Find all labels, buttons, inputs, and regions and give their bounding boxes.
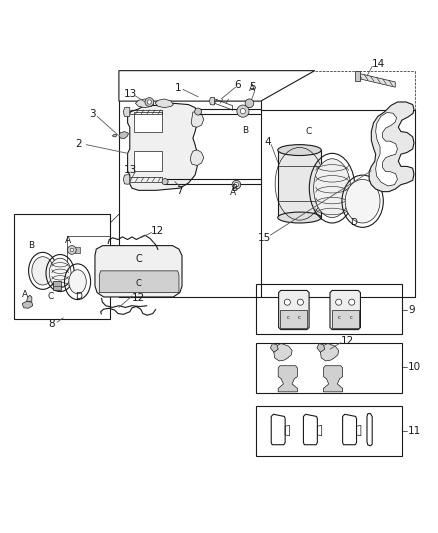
Polygon shape — [22, 301, 33, 308]
Text: 9: 9 — [408, 305, 415, 315]
Text: 11: 11 — [407, 426, 420, 436]
Polygon shape — [323, 366, 343, 392]
Ellipse shape — [278, 144, 321, 156]
Polygon shape — [113, 135, 117, 137]
Circle shape — [232, 180, 241, 189]
Circle shape — [284, 299, 290, 305]
Text: 15: 15 — [258, 233, 271, 243]
Text: A: A — [249, 84, 255, 93]
Polygon shape — [190, 150, 204, 166]
Polygon shape — [274, 344, 292, 361]
Circle shape — [194, 108, 201, 115]
Polygon shape — [278, 366, 297, 392]
Bar — [256, 406, 402, 456]
Bar — [134, 112, 162, 132]
Text: 14: 14 — [372, 59, 385, 69]
Bar — [134, 151, 162, 171]
Text: C: C — [47, 292, 53, 301]
Text: 3: 3 — [89, 109, 96, 119]
Polygon shape — [119, 132, 128, 139]
Text: C: C — [135, 279, 141, 288]
Polygon shape — [270, 344, 278, 352]
Ellipse shape — [278, 212, 321, 223]
Text: 6: 6 — [234, 79, 240, 90]
Text: c: c — [350, 316, 353, 320]
Circle shape — [70, 248, 74, 252]
Text: 10: 10 — [407, 362, 420, 373]
Polygon shape — [369, 102, 414, 192]
Text: 12: 12 — [341, 336, 354, 346]
Text: A: A — [64, 236, 71, 245]
Polygon shape — [317, 344, 325, 352]
Text: D: D — [350, 219, 357, 228]
Bar — [278, 150, 321, 217]
Ellipse shape — [69, 270, 86, 294]
Polygon shape — [127, 103, 197, 190]
Text: 13: 13 — [124, 89, 137, 99]
Circle shape — [237, 105, 249, 117]
Text: B: B — [232, 184, 238, 192]
Text: 8: 8 — [48, 319, 55, 329]
Circle shape — [162, 179, 168, 184]
Polygon shape — [321, 344, 339, 361]
Circle shape — [297, 299, 304, 305]
Bar — [256, 343, 402, 393]
Polygon shape — [330, 290, 360, 329]
Polygon shape — [332, 310, 359, 328]
Polygon shape — [155, 99, 173, 108]
Polygon shape — [135, 99, 154, 108]
Ellipse shape — [314, 159, 351, 217]
Circle shape — [336, 299, 342, 305]
Bar — [14, 214, 110, 319]
Text: 13: 13 — [124, 165, 137, 175]
Circle shape — [147, 100, 152, 104]
Text: B: B — [242, 126, 248, 135]
Text: 4: 4 — [265, 137, 271, 147]
Polygon shape — [191, 112, 204, 127]
Text: 2: 2 — [75, 139, 82, 149]
Polygon shape — [99, 271, 179, 293]
Circle shape — [67, 246, 76, 254]
Bar — [53, 281, 60, 290]
Polygon shape — [123, 107, 130, 117]
Text: 1: 1 — [175, 83, 182, 93]
Bar — [256, 284, 402, 334]
Text: C: C — [135, 254, 142, 264]
Polygon shape — [123, 175, 130, 184]
Ellipse shape — [49, 258, 71, 288]
Text: D: D — [75, 293, 82, 302]
Text: C: C — [305, 127, 311, 136]
Text: 7: 7 — [176, 186, 182, 196]
Circle shape — [145, 98, 154, 107]
Polygon shape — [355, 71, 360, 81]
Polygon shape — [358, 73, 395, 87]
Circle shape — [245, 99, 254, 108]
Text: c: c — [287, 316, 290, 320]
Text: c: c — [298, 316, 301, 320]
Polygon shape — [209, 98, 215, 105]
Ellipse shape — [32, 257, 53, 285]
Text: 12: 12 — [151, 226, 164, 236]
Text: 5: 5 — [250, 82, 256, 92]
Bar — [74, 247, 80, 253]
Polygon shape — [376, 112, 397, 186]
Circle shape — [240, 109, 246, 114]
Circle shape — [234, 182, 239, 187]
Ellipse shape — [345, 180, 380, 223]
Polygon shape — [27, 295, 32, 301]
Circle shape — [349, 299, 355, 305]
Text: A: A — [22, 290, 28, 300]
Text: A: A — [230, 188, 236, 197]
Text: 12: 12 — [132, 293, 145, 303]
Text: c: c — [338, 316, 341, 320]
Polygon shape — [280, 310, 307, 328]
Polygon shape — [95, 246, 182, 297]
Polygon shape — [279, 290, 309, 329]
Text: B: B — [28, 241, 34, 250]
